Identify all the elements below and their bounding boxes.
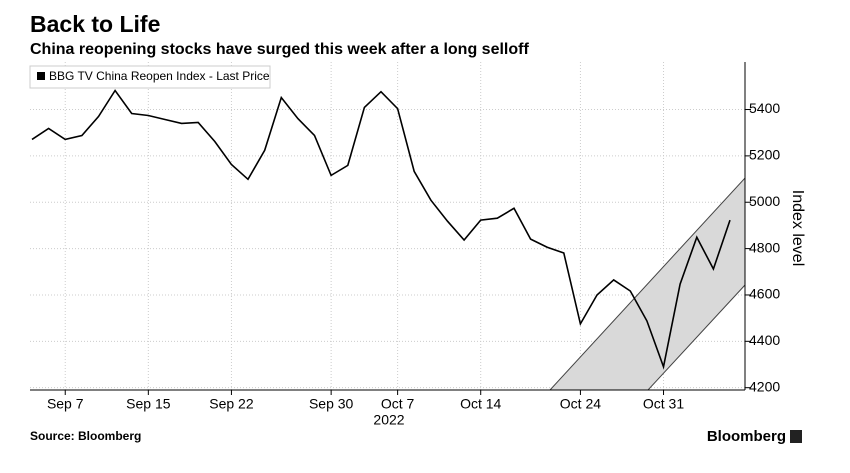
y-tick-label: 4800	[749, 239, 780, 255]
y-tick-label: 5000	[749, 193, 780, 209]
y-tick-label: 4600	[749, 286, 780, 302]
y-tick-label: 5200	[749, 147, 780, 163]
x-tick-label: Oct 14	[460, 396, 501, 412]
x-tick-label: Sep 15	[126, 396, 171, 412]
channel-shade	[548, 176, 746, 391]
chart-title: Back to Life	[30, 11, 160, 37]
series-line	[31, 89, 731, 370]
y-tick-label: 5400	[749, 100, 780, 116]
chart-subtitle: China reopening stocks have surged this …	[30, 41, 529, 58]
x-tick-label: Oct 7	[381, 396, 415, 412]
legend-box	[29, 65, 271, 89]
x-tick-label: Sep 7	[47, 396, 84, 412]
x-tick-label: Sep 30	[309, 396, 354, 412]
y-tick-label: 4200	[749, 378, 780, 394]
legend-swatch	[37, 72, 45, 80]
x-tick-label: Sep 22	[209, 396, 254, 412]
brand: Bloomberg	[707, 428, 786, 445]
x-tick-label: Oct 24	[560, 396, 601, 412]
y-axis-label: Index level	[789, 190, 806, 267]
x-year-label: 2022	[373, 412, 404, 428]
x-tick-label: Oct 31	[643, 396, 684, 412]
brand-icon	[790, 430, 802, 443]
source: Source: Bloomberg	[30, 429, 141, 443]
y-tick-label: 4400	[749, 332, 780, 348]
legend-label: BBG TV China Reopen Index - Last Price	[49, 69, 270, 83]
